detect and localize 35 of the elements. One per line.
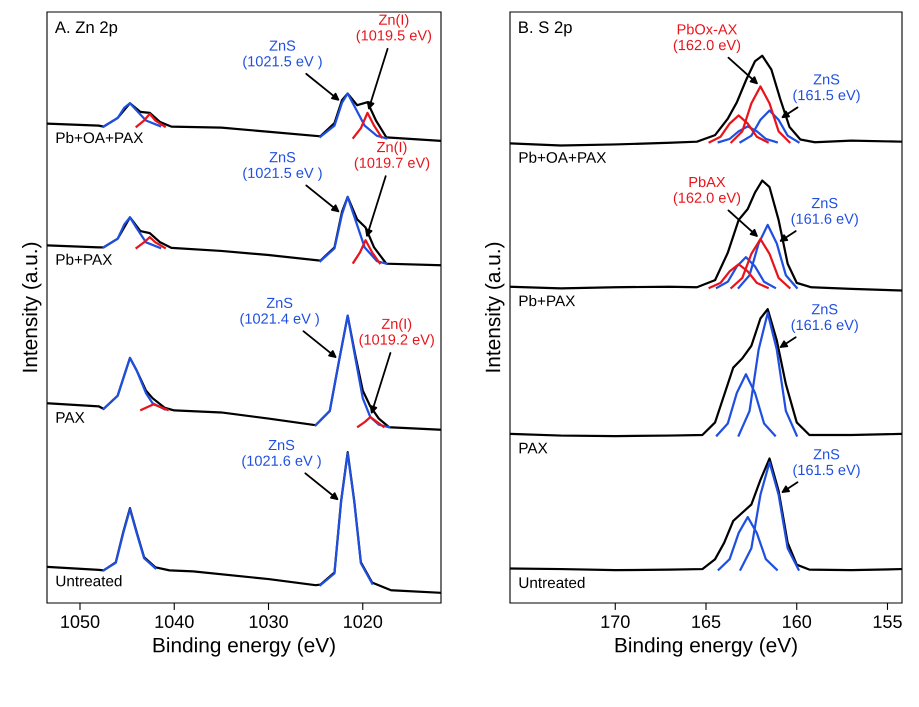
x-tick-label: 155 [874,615,902,628]
annotation: Zn(I) (1019.7 eV) [354,142,430,171]
x-tick-label: 170 [602,615,630,628]
annotation: ZnS (161.6 eV) [792,198,858,227]
annotation: ZnS (1021.5 eV ) [243,40,322,70]
x-tick-label: 160 [783,615,812,628]
annotation: PbOx-AX (162.0 eV) [674,24,740,54]
annotation: PAX [520,442,548,454]
x-tick-label: 1020 [344,615,382,628]
annotation: ZnS (161.6 eV) [792,304,858,333]
annotation: Pb+OA+PAX [520,152,606,163]
annotation: Zn(I) (1019.2 eV) [360,318,434,348]
annotation: Pb+PAX [520,295,576,306]
annotation: ZnS (1021.6 eV ) [242,440,321,469]
annotation: ZnS (161.5 eV) [793,449,860,478]
x-tick-label: 165 [692,615,720,628]
x-axis-title: Binding energy (eV) [154,637,335,657]
x-tick-label: 1040 [156,615,194,628]
x-axis-title: Binding energy (eV) [616,637,797,657]
annotation: Pb+OA+PAX [56,132,144,144]
chart-title: B. S 2p [519,21,572,36]
annotation: Untreated [520,576,584,588]
x-tick-label: 1050 [61,615,100,628]
chart-title: A. Zn 2p [54,21,118,36]
annotation: ZnS (1021.4 eV ) [240,298,319,327]
annotation: ZnS (1021.5 eV ) [243,152,322,181]
annotation: Zn(I) (1019.5 eV) [356,14,432,44]
annotation: PAX [56,412,84,423]
annotation: Pb+PAX [56,254,112,265]
y-axis-title: Intensity (a.u.) [22,242,42,372]
x-tick-label: 1030 [250,615,288,628]
annotation: Untreated [56,575,122,586]
annotation: ZnS (161.5 eV) [793,74,860,104]
y-axis-title: Intensity (a.u.) [485,242,504,372]
annotation: PbAX (162.0 eV) [674,176,740,206]
